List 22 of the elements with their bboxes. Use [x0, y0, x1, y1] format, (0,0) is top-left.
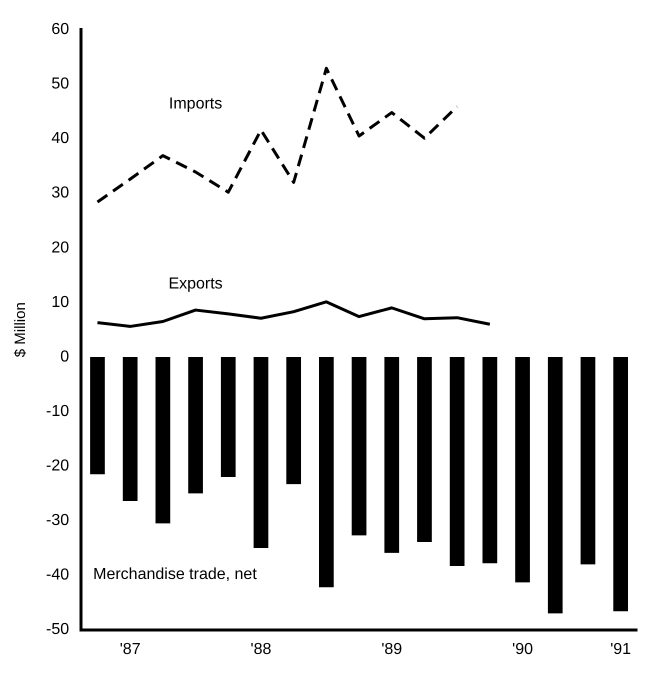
y-tick-label: -50 — [46, 621, 70, 638]
y-tick-label: -40 — [46, 566, 70, 584]
y-tick-label: -30 — [46, 512, 70, 530]
x-tick-label: '90 — [512, 640, 534, 658]
series-label: Merchandise trade, net — [93, 566, 258, 584]
y-tick-label: -10 — [46, 402, 70, 420]
y-tick-label: -20 — [46, 458, 70, 475]
y-tick-label: 0 — [60, 348, 70, 366]
y-tick-label: 20 — [51, 239, 70, 256]
y-tick-label: 50 — [51, 76, 70, 93]
line-series — [96, 66, 459, 204]
y-tick-label: 40 — [51, 130, 70, 148]
text: Imports — [168, 95, 222, 112]
y-tick-label: 60 — [51, 21, 70, 38]
series-label: Exports — [168, 275, 223, 292]
x-tick-label: '91 — [610, 640, 632, 658]
x-tick-label: '87 — [120, 640, 141, 658]
y-tick-label: 30 — [51, 184, 70, 202]
y-tick-label: 10 — [51, 294, 70, 311]
x-tick-label: '89 — [381, 640, 402, 658]
x-tick-label: '88 — [250, 640, 272, 658]
y-axis-title: $ Million — [12, 302, 30, 358]
